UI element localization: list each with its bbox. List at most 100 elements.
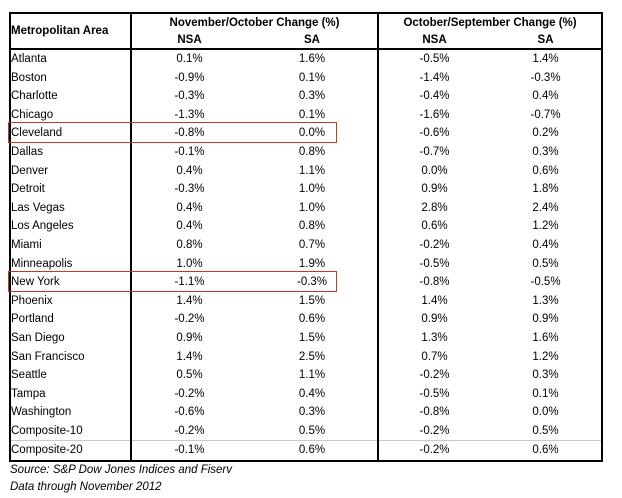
- metro-area-cell: Chicago: [11, 108, 54, 121]
- value-cell: 0.9%: [377, 310, 491, 329]
- metro-area-cell: Composite-10: [11, 424, 83, 437]
- table-row: Boston -0.9% 0.1% -1.4% -0.3%: [10, 68, 602, 88]
- metro-area-cell: San Diego: [11, 331, 65, 344]
- value-cell: -0.9%: [130, 68, 247, 88]
- value-cell: -0.5%: [377, 384, 491, 404]
- metro-area-column-header: Metropolitan Area: [11, 25, 109, 37]
- metro-area-cell: Los Angeles: [11, 220, 74, 233]
- value-cell: 0.4%: [298, 387, 326, 400]
- value-cell: -0.1%: [130, 440, 247, 462]
- group-header-row: Metropolitan Area November/October Chang…: [10, 13, 603, 37]
- value-cell: 1.0%: [298, 201, 326, 214]
- metro-area-cell: Washington: [11, 406, 72, 419]
- table-row: Atlanta 0.1% 1.6% -0.5% 1.4%: [10, 48, 603, 69]
- data-through-note: Data through November 2012: [10, 481, 162, 493]
- metro-area-cell: New York: [11, 276, 60, 289]
- value-cell: -0.3%: [130, 87, 247, 106]
- table-row: Seattle 0.5% 1.1% -0.2% 0.3%: [10, 366, 602, 385]
- value-cell: 1.5%: [298, 294, 326, 307]
- table-row: Composite-10 -0.2% 0.5% -0.2% 0.5%: [10, 421, 602, 441]
- value-cell: -0.5%: [377, 254, 491, 274]
- nov-oct-nsa-header: NSA: [130, 32, 247, 49]
- value-cell: -0.5%: [530, 276, 561, 289]
- value-cell: 1.4%: [130, 291, 247, 311]
- value-cell: -0.2%: [377, 421, 491, 441]
- nov-oct-group-header: November/October Change (%): [129, 13, 379, 32]
- value-cell: -0.2%: [130, 310, 247, 329]
- value-cell: 0.1%: [130, 48, 247, 69]
- metro-area-cell: Charlotte: [11, 90, 58, 103]
- value-cell: 2.8%: [377, 198, 491, 218]
- metro-area-cell: Denver: [11, 164, 49, 177]
- value-cell: 0.9%: [377, 180, 491, 199]
- value-cell: 0.4%: [130, 198, 247, 218]
- metro-area-cell: Atlanta: [10, 48, 131, 69]
- value-cell: 0.1%: [532, 387, 559, 400]
- table-row: San Francisco 1.4% 2.5% 0.7% 1.2%: [10, 347, 602, 367]
- value-cell: 1.4%: [130, 347, 247, 367]
- metro-area-cell: Detroit: [11, 183, 45, 196]
- value-cell: -0.2%: [377, 366, 491, 385]
- value-cell: 0.6%: [490, 440, 603, 462]
- value-cell: -1.3%: [130, 105, 247, 125]
- value-cell: 0.4%: [532, 238, 559, 251]
- value-cell: -1.1%: [130, 273, 247, 292]
- metro-area-cell: Cleveland: [11, 127, 63, 140]
- value-cell: -0.3%: [530, 71, 561, 84]
- metro-area-cell: Miami: [11, 238, 42, 251]
- value-cell: -0.2%: [377, 235, 491, 255]
- table-row: Detroit -0.3% 1.0% 0.9% 1.8%: [10, 180, 602, 199]
- oct-sep-nsa-header: NSA: [377, 32, 491, 49]
- table-row: Miami 0.8% 0.7% -0.2% 0.4%: [10, 235, 602, 255]
- value-cell: 0.5%: [532, 424, 559, 437]
- value-cell: 1.1%: [298, 164, 326, 177]
- value-cell: 0.5%: [532, 257, 559, 270]
- value-cell: 0.4%: [532, 90, 559, 103]
- value-cell: 1.6%: [247, 48, 379, 69]
- table-row: Phoenix 1.4% 1.5% 1.4% 1.3%: [10, 291, 602, 311]
- value-cell: 0.5%: [130, 366, 247, 385]
- value-cell: 0.6%: [532, 164, 559, 177]
- table-body: Atlanta 0.1% 1.6% -0.5% 1.4% Boston -0.9% 0.1% -…: [10, 48, 603, 462]
- table-row: San Diego 0.9% 1.5% 1.3% 1.6%: [10, 328, 602, 348]
- value-cell: 1.3%: [377, 328, 491, 348]
- value-cell: 1.5%: [298, 331, 326, 344]
- metro-area-cell: Dallas: [11, 145, 43, 158]
- metro-area-cell: Composite-20: [10, 440, 131, 462]
- table-row: Cleveland -0.8% 0.0% -0.6% 0.2%: [10, 124, 602, 143]
- table-row: Las Vegas 0.4% 1.0% 2.8% 2.4%: [10, 198, 602, 218]
- metro-area-cell: Minneapolis: [11, 257, 73, 270]
- value-cell: 1.8%: [532, 183, 559, 196]
- metro-area-cell: Las Vegas: [11, 201, 65, 214]
- table-row: Chicago -1.3% 0.1% -1.6% -0.7%: [10, 105, 602, 125]
- value-cell: 0.0%: [298, 127, 326, 140]
- value-cell: -0.6%: [377, 124, 491, 143]
- value-cell: 0.0%: [532, 406, 559, 419]
- table-row: Washington -0.6% 0.3% -0.8% 0.0%: [10, 403, 602, 422]
- value-cell: 1.2%: [532, 350, 559, 363]
- metro-area-cell: Phoenix: [11, 294, 53, 307]
- value-cell: 0.2%: [532, 127, 559, 140]
- value-cell: 0.7%: [298, 238, 326, 251]
- value-cell: 2.5%: [298, 350, 326, 363]
- table-row: Dallas -0.1% 0.8% -0.7% 0.3%: [10, 142, 602, 162]
- value-cell: 0.3%: [532, 145, 559, 158]
- value-cell: 0.4%: [130, 217, 247, 236]
- value-cell: 0.9%: [532, 313, 559, 326]
- value-cell: 1.1%: [298, 369, 326, 382]
- table-row: Charlotte -0.3% 0.3% -0.4% 0.4%: [10, 87, 602, 106]
- value-cell: 0.4%: [130, 161, 247, 181]
- table-row: Denver 0.4% 1.1% 0.0% 0.6%: [10, 161, 602, 181]
- value-cell: 0.3%: [298, 90, 326, 103]
- value-cell: -0.8%: [130, 124, 247, 143]
- metro-area-cell: Boston: [11, 71, 47, 84]
- value-cell: 1.3%: [532, 294, 559, 307]
- value-cell: -0.7%: [377, 142, 491, 162]
- value-cell: 0.5%: [298, 424, 326, 437]
- table-header: Metropolitan Area November/October Chang…: [10, 13, 603, 49]
- value-cell: -0.3%: [130, 180, 247, 199]
- metro-area-cell: Seattle: [11, 369, 47, 382]
- table-row: Tampa -0.2% 0.4% -0.5% 0.1%: [10, 384, 602, 404]
- value-cell: 0.3%: [532, 369, 559, 382]
- value-cell: 2.4%: [532, 201, 559, 214]
